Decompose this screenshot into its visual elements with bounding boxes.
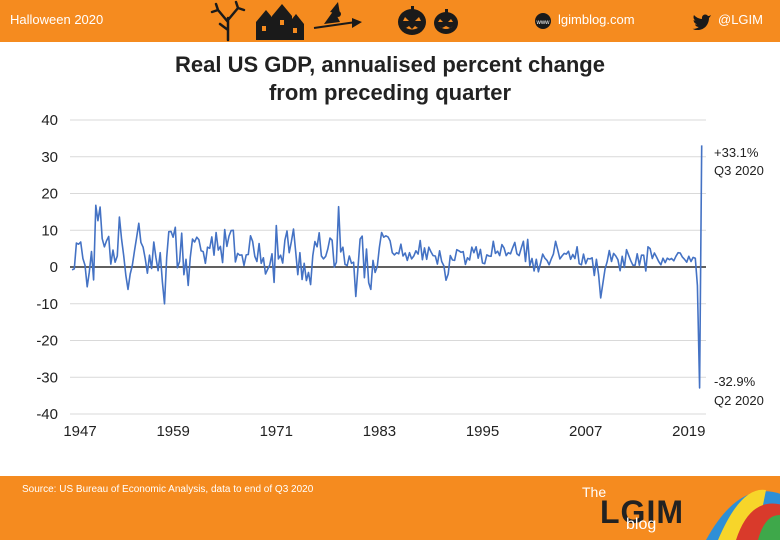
umbrella-logo-icon bbox=[706, 489, 780, 540]
pumpkin-icon bbox=[398, 6, 426, 35]
web-icon: www bbox=[535, 13, 551, 29]
brand-logo-text: LGIM bbox=[600, 494, 684, 530]
svg-text:www: www bbox=[536, 20, 551, 26]
x-tick-label: 1959 bbox=[156, 423, 189, 440]
y-axis-tick-labels: 40 30 20 10 0 -10 -20 -30 -40 bbox=[36, 112, 58, 423]
top-banner: Halloween 2020 bbox=[0, 0, 780, 42]
site-link[interactable]: lgimblog.com bbox=[558, 12, 635, 27]
y-tick-label: -30 bbox=[36, 369, 58, 386]
y-tick-label: 10 bbox=[41, 222, 58, 239]
x-tick-label: 1995 bbox=[466, 423, 499, 440]
y-tick-label: 20 bbox=[41, 186, 58, 203]
witch-icon bbox=[313, 2, 362, 29]
x-tick-label: 1947 bbox=[63, 423, 96, 440]
x-tick-label: 1971 bbox=[260, 423, 293, 440]
y-tick-label: 30 bbox=[41, 149, 58, 166]
bottom-banner: Source: US Bureau of Economic Analysis, … bbox=[0, 476, 780, 540]
series-line bbox=[71, 145, 703, 389]
banner-left-text: Halloween 2020 bbox=[10, 12, 104, 27]
chart-title-line2: from preceding quarter bbox=[268, 80, 512, 105]
twitter-icon bbox=[692, 14, 711, 30]
twitter-handle[interactable]: @LGIM bbox=[718, 12, 763, 27]
haunted-house-icon bbox=[256, 4, 304, 40]
y-tick-label: -10 bbox=[36, 296, 58, 313]
y-tick-label: -20 bbox=[36, 333, 58, 350]
x-tick-label: 1983 bbox=[363, 423, 396, 440]
annotation-q2-label: Q2 2020 bbox=[714, 393, 764, 408]
pumpkin-icon bbox=[434, 9, 458, 34]
halloween-illustration bbox=[210, 0, 458, 42]
gridlines bbox=[70, 119, 706, 415]
x-tick-label: 2019 bbox=[672, 423, 705, 440]
y-tick-label: 40 bbox=[41, 112, 58, 129]
source-note: Source: US Bureau of Economic Analysis, … bbox=[22, 484, 314, 495]
annotation-q3-label: Q3 2020 bbox=[714, 163, 764, 178]
brand-the: The bbox=[582, 484, 607, 500]
brand-blog: blog bbox=[626, 516, 657, 533]
annotation-q3-value: +33.1% bbox=[714, 145, 759, 160]
x-tick-label: 2007 bbox=[569, 423, 602, 440]
x-axis-tick-labels: 1947 1959 1971 1983 1995 2007 2019 bbox=[63, 423, 705, 440]
y-tick-label: -40 bbox=[36, 406, 58, 423]
y-tick-label: 0 bbox=[50, 259, 58, 276]
annotations: +33.1% Q3 2020 -32.9% Q2 2020 bbox=[714, 145, 764, 408]
annotation-q2-value: -32.9% bbox=[714, 374, 756, 389]
tree-icon bbox=[210, 0, 246, 42]
chart-title-line1: Real US GDP, annualised percent change bbox=[175, 52, 605, 77]
